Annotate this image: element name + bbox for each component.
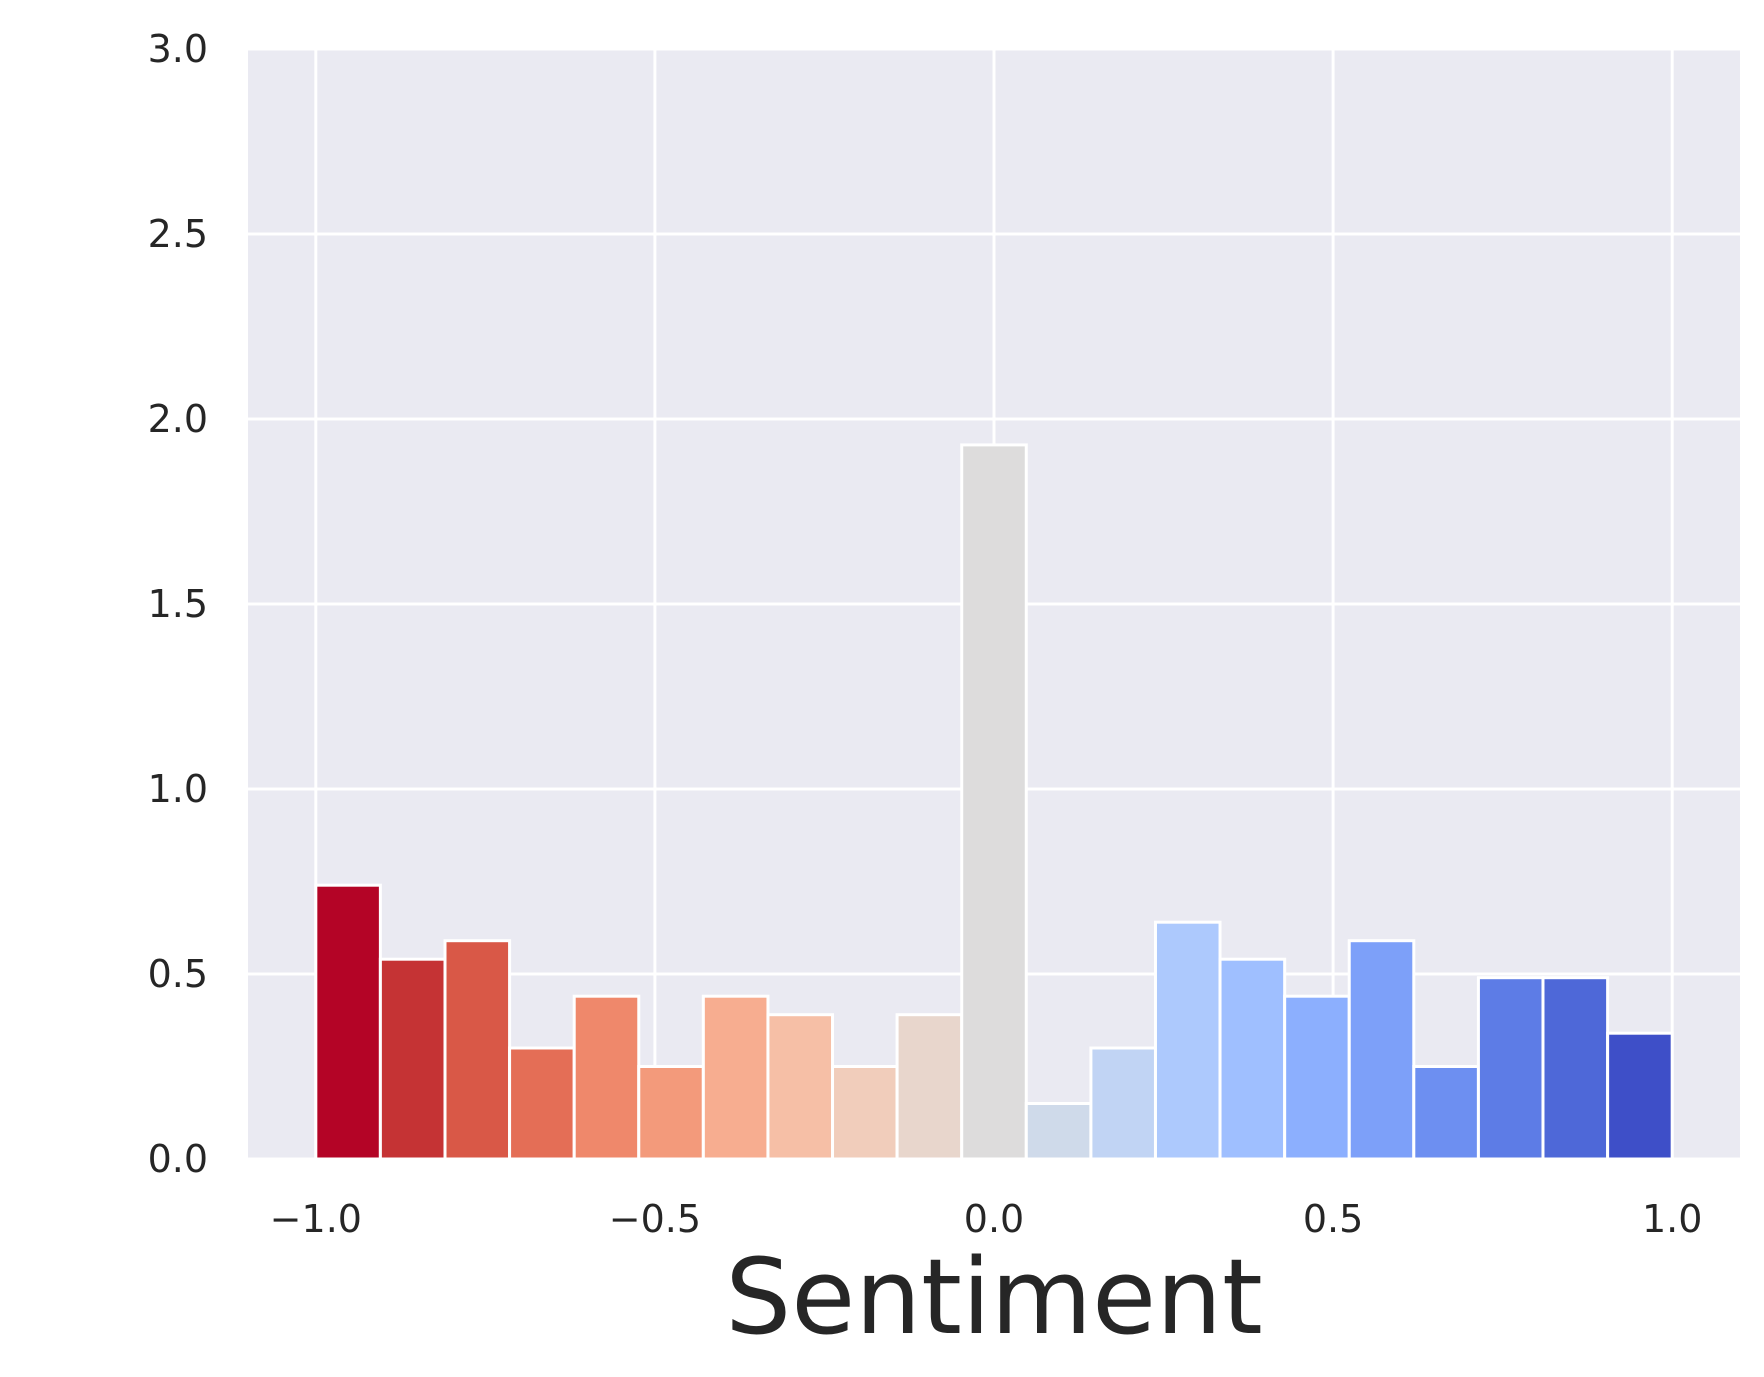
x-tick-labels: −1.0 −0.5 0.0 0.5 1.0 <box>270 1197 1703 1241</box>
y-tick-label: 2.0 <box>148 397 208 441</box>
bars <box>314 443 1674 1161</box>
y-tick-label: 3.0 <box>148 27 208 71</box>
histogram-bar <box>895 1013 964 1161</box>
histogram-bar <box>378 957 447 1161</box>
y-tick-label: 2.5 <box>148 212 208 256</box>
histogram-bar <box>572 994 641 1161</box>
histogram-bar <box>314 883 382 1161</box>
histogram-bar <box>1347 939 1416 1161</box>
histogram-bar <box>637 1065 705 1161</box>
y-tick-label: 1.0 <box>148 767 208 811</box>
histogram-bar <box>1283 994 1351 1161</box>
histogram-bar <box>1606 1031 1674 1161</box>
histogram-bar <box>1218 957 1287 1161</box>
histogram-bar <box>443 939 512 1161</box>
x-tick-label: 1.0 <box>1642 1197 1702 1241</box>
x-axis-label: Sentiment <box>725 1236 1263 1358</box>
y-tick-label: 0.5 <box>148 952 208 996</box>
y-tick-labels: 0.0 0.5 1.0 1.5 2.0 2.5 3.0 <box>148 27 208 1181</box>
histogram-bar <box>1412 1065 1480 1161</box>
histogram-bar <box>1024 1102 1093 1161</box>
x-tick-label: 0.0 <box>964 1197 1024 1241</box>
histogram-bar <box>831 1065 899 1161</box>
histogram-bar <box>508 1046 576 1161</box>
histogram-bar <box>1153 920 1222 1161</box>
histogram-bar <box>766 1013 835 1161</box>
histogram-bar <box>960 443 1028 1161</box>
y-tick-label: 1.5 <box>148 582 208 626</box>
x-tick-label: −1.0 <box>270 1197 362 1241</box>
x-tick-label: −0.5 <box>609 1197 701 1241</box>
histogram-bar <box>1476 976 1545 1161</box>
x-tick-label: 0.5 <box>1303 1197 1363 1241</box>
histogram-bar <box>1089 1046 1157 1161</box>
histogram-bar <box>1541 976 1610 1161</box>
y-tick-label: 0.0 <box>148 1137 208 1181</box>
histogram-bar <box>701 994 770 1161</box>
